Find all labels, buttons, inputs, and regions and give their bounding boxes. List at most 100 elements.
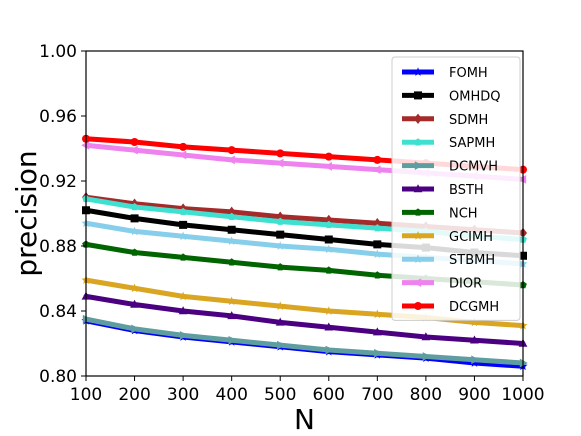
legend-swatch-marker — [414, 302, 422, 310]
legend-label: DCGMH — [449, 300, 499, 315]
legend-item-dcmvh: DCMVH — [402, 160, 498, 175]
y-tick-label: 1.00 — [39, 42, 77, 62]
data-point-sdmh — [276, 211, 285, 222]
legend-item-sdmh: SDMH — [402, 113, 488, 128]
data-point-dcmvh — [422, 352, 431, 361]
legend: FOMH OMHDQ SDMH SAPMH DCMVH BSTH NCH GCIMH STBMH… — [391, 56, 521, 321]
data-point-stbmh — [324, 244, 334, 254]
data-point-dcmvh — [228, 335, 237, 345]
data-point-dcmvh — [374, 348, 383, 358]
data-point-nch — [130, 248, 139, 256]
axes-layer: 100 200 300 400 500 600 700 800 900 1000 0.80 0.84 0… — [39, 42, 544, 405]
data-point-gcimh — [469, 317, 480, 327]
data-point-dcgmh — [130, 138, 139, 146]
data-point-stbmh — [129, 226, 140, 236]
y-tick-label: 0.92 — [39, 172, 77, 192]
legend-swatch-marker — [413, 184, 423, 193]
x-tick-label: 1000 — [501, 385, 544, 405]
legend-label: DIOR — [449, 277, 482, 292]
data-point-bsth — [324, 322, 334, 331]
data-point-dcgmh — [227, 146, 236, 155]
data-point-omhdq — [373, 240, 382, 249]
data-point-nch — [324, 266, 333, 274]
legend-box — [391, 56, 521, 321]
data-point-nch — [276, 263, 285, 271]
data-point-stbmh — [178, 231, 188, 241]
axes-frame — [85, 50, 524, 377]
y-axis-title: precision — [10, 150, 43, 276]
data-point-bsth — [421, 332, 431, 341]
data-point-dcmvh — [471, 355, 480, 365]
data-point-dior — [178, 150, 187, 160]
data-point-gcimh — [275, 301, 285, 311]
legend-label: SDMH — [449, 113, 488, 128]
data-point-bsth — [372, 327, 382, 336]
data-point-gcimh — [324, 306, 334, 315]
x-tick-label: 300 — [167, 385, 199, 405]
legend-swatch-marker — [413, 254, 423, 264]
series-dcmvh — [82, 314, 528, 368]
data-point-gcimh — [129, 283, 140, 293]
legend-swatch-marker — [413, 67, 423, 76]
legend-item-stbmh: STBMH — [402, 253, 495, 268]
legend-label: DCMVH — [449, 160, 498, 175]
legend-item-bsth: BSTH — [402, 183, 484, 198]
legend-item-dior: DIOR — [402, 277, 482, 292]
y-tick-label: 0.80 — [39, 367, 77, 387]
data-point-sdmh — [373, 218, 382, 229]
data-point-dcgmh — [179, 142, 188, 151]
legend-item-omhdq: OMHDQ — [402, 89, 500, 104]
data-point-nch — [373, 271, 382, 279]
data-point-dior — [81, 140, 90, 150]
data-point-dior — [323, 161, 332, 171]
data-point-sapmh — [276, 217, 285, 225]
legend-item-dcgmh: DCGMH — [402, 300, 499, 315]
data-point-dcgmh — [373, 155, 382, 164]
data-point-gcimh — [227, 296, 237, 306]
x-tick-label: 100 — [70, 385, 102, 405]
data-point-dior — [518, 174, 527, 184]
x-tick-label: 600 — [313, 385, 345, 405]
legend-item-fomh: FOMH — [402, 66, 488, 81]
legend-swatch-marker — [414, 161, 423, 170]
data-point-stbmh — [227, 236, 237, 246]
data-point-dcmvh — [131, 324, 140, 334]
y-tick-label: 0.88 — [39, 237, 77, 257]
x-tick-label: 700 — [361, 385, 393, 405]
legend-swatch-marker — [414, 208, 422, 216]
legend-swatch-marker — [414, 138, 422, 146]
legend-item-nch: NCH — [402, 206, 478, 221]
data-point-omhdq — [324, 235, 333, 244]
data-point-stbmh — [372, 249, 382, 259]
legend-label: FOMH — [449, 66, 488, 81]
data-point-sdmh — [227, 206, 236, 218]
legend-label: BSTH — [449, 183, 484, 198]
data-point-sapmh — [324, 220, 333, 229]
x-tick-label: 400 — [215, 385, 247, 405]
legend-label: GCIMH — [449, 230, 493, 245]
data-point-bsth — [470, 335, 479, 344]
data-point-omhdq — [227, 225, 236, 234]
data-point-sapmh — [227, 212, 236, 220]
data-point-omhdq — [276, 230, 285, 239]
data-point-sapmh — [373, 224, 382, 232]
data-point-dior — [226, 155, 235, 165]
legend-label: NCH — [449, 206, 478, 221]
legend-swatch-marker — [414, 91, 422, 100]
data-point-dcmvh — [82, 314, 91, 324]
legend-label: SAPMH — [449, 136, 495, 151]
series-line-dcmvh — [83, 316, 526, 366]
legend-label: OMHDQ — [449, 89, 500, 104]
data-point-fomh — [469, 358, 480, 367]
data-point-sapmh — [179, 207, 187, 216]
data-point-dcgmh — [324, 152, 333, 161]
data-point-nch — [179, 253, 187, 261]
series-bsth — [81, 291, 528, 347]
data-point-stbmh — [275, 241, 285, 250]
data-point-gcimh — [372, 309, 382, 319]
legend-label: STBMH — [449, 253, 495, 268]
x-tick-label: 800 — [410, 385, 442, 405]
data-point-dior — [129, 145, 138, 155]
data-point-omhdq — [130, 214, 139, 223]
x-axis-title: N — [294, 403, 315, 436]
